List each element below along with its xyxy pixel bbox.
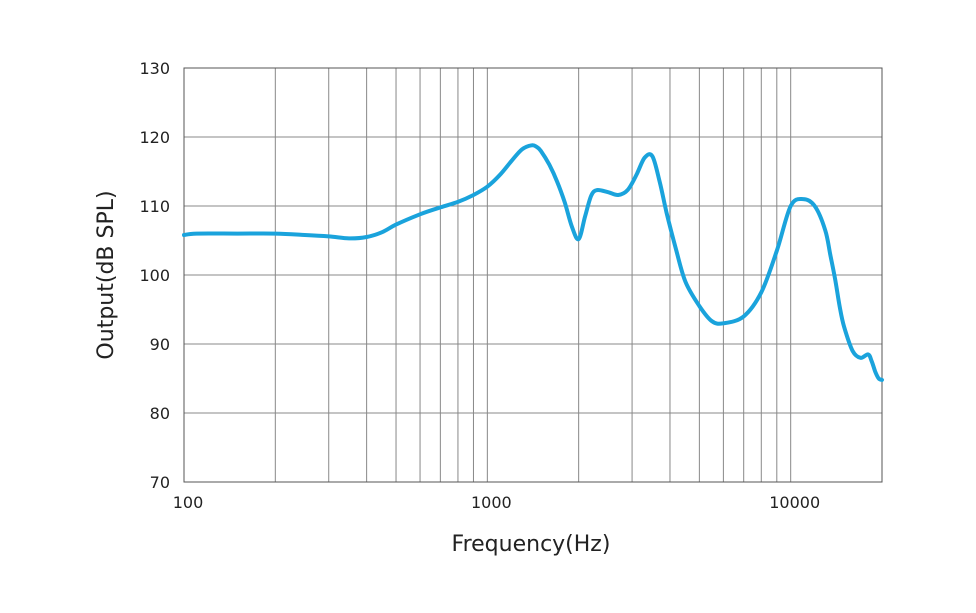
series-line — [182, 143, 884, 382]
y-tick-label: 110 — [139, 197, 170, 216]
y-tick-label: 100 — [139, 266, 170, 285]
x-tick-labels: 100 1000 10000 — [173, 493, 820, 512]
plot-frame — [183, 67, 883, 483]
x-tick-label: 1000 — [471, 493, 512, 512]
y-axis-title: Output(dB SPL) — [94, 190, 119, 359]
x-tick-label: 100 — [173, 493, 204, 512]
y-tick-label: 70 — [150, 473, 170, 492]
y-tick-label: 90 — [150, 335, 170, 354]
y-tick-labels: 70 80 90 100 110 120 130 — [139, 59, 170, 492]
x-tick-label: 10000 — [769, 493, 820, 512]
x-axis-title: Frequency(Hz) — [452, 532, 611, 557]
y-tick-label: 80 — [150, 404, 170, 423]
y-tick-label: 130 — [139, 59, 170, 78]
y-gridlines — [184, 136, 882, 414]
y-tick-label: 120 — [139, 128, 170, 147]
